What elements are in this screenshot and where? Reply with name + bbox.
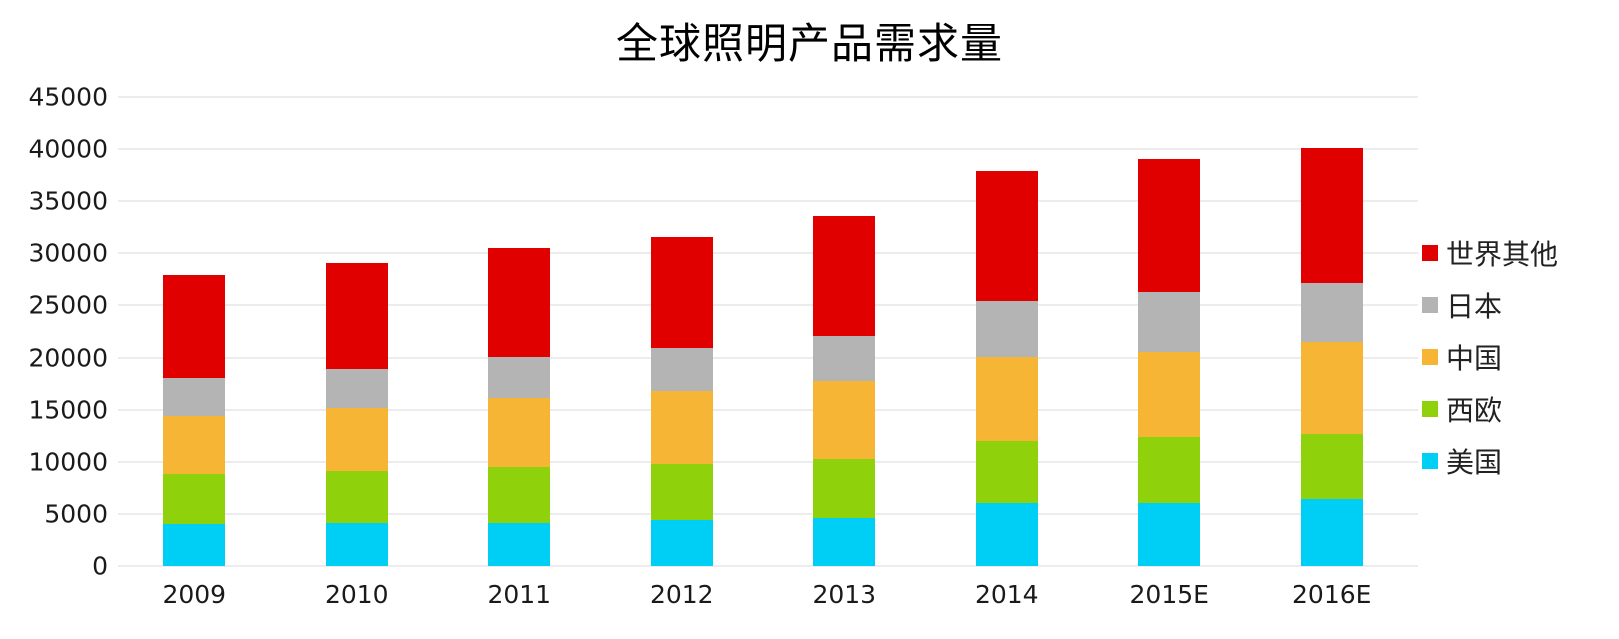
legend-label: 世界其他 [1446,238,1559,271]
bar-segment [163,378,226,416]
legend-label: 美国 [1446,446,1503,479]
bar-segment [813,458,876,519]
x-tick-label: 2016E [1292,580,1372,609]
x-tick-label: 2014 [974,580,1039,609]
legend-item: 中国 [1422,331,1558,383]
gridline [118,200,1418,203]
bar-segment [975,171,1038,302]
bar-segment [488,398,551,468]
bar-segment [1138,291,1201,353]
gridline [118,304,1418,307]
gridline [118,252,1418,255]
gridline [118,408,1418,411]
bar-2010 [325,262,388,566]
legend-swatch-icon [1422,453,1438,469]
x-tick-label: 2015E [1129,580,1209,609]
y-tick-label: 40000 [28,134,108,164]
y-tick-label: 0 [92,551,108,581]
gridline [118,356,1418,359]
bar-segment [650,236,713,349]
y-tick-label: 25000 [28,290,108,320]
bar-segment [650,390,713,464]
bar-segment [1300,148,1363,283]
bar-segment [163,524,226,566]
bar-2013 [813,215,876,566]
y-tick-label: 10000 [28,447,108,477]
bar-segment [488,356,551,399]
bar-segment [813,335,876,381]
legend-swatch-icon [1422,297,1438,313]
bar-segment [813,380,876,459]
bar-segment [1300,282,1363,342]
bar-segment [1138,503,1201,566]
bar-segment [1138,352,1201,437]
bar-segment [325,369,388,408]
bar-segment [488,523,551,566]
bar-segment [1300,433,1363,500]
bar-segment [1138,158,1201,292]
gridline [118,96,1418,98]
bar-segment [975,440,1038,504]
y-tick-label: 5000 [44,499,108,529]
bar-segment [325,262,388,370]
bar-segment [163,415,226,475]
x-tick-label: 2011 [487,580,552,609]
legend: 世界其他日本中国西欧美国 [1422,227,1558,487]
bar-segment [163,474,226,525]
bar-2014 [975,171,1038,566]
bar-segment [1300,341,1363,434]
x-tick-label: 2009 [162,580,227,609]
gridline [118,512,1418,515]
y-tick-label: 45000 [28,82,108,112]
bar-segment [975,503,1038,566]
gridline [118,148,1418,151]
legend-swatch-icon [1422,349,1438,365]
bar-segment [650,520,713,566]
x-tick-label: 2013 [812,580,877,609]
x-tick-label: 2010 [324,580,389,609]
plot-area [118,96,1418,567]
legend-label: 中国 [1446,342,1503,375]
bar-2009 [163,275,226,566]
bar-segment [1138,436,1201,504]
chart-title: 全球照明产品需求量 [615,19,1003,68]
legend-label: 西欧 [1446,394,1503,427]
bar-segment [488,467,551,524]
y-tick-label: 20000 [28,343,108,373]
legend-item: 西欧 [1422,383,1558,435]
legend-swatch-icon [1422,401,1438,417]
legend-swatch-icon [1422,245,1438,261]
legend-item: 日本 [1422,279,1558,331]
legend-item: 世界其他 [1422,227,1558,279]
bar-2016E [1300,148,1363,566]
bar-segment [163,275,226,379]
y-tick-label: 15000 [28,395,108,425]
bar-segment [975,301,1038,357]
x-tick-label: 2012 [649,580,714,609]
bar-segment [813,215,876,336]
legend-label: 日本 [1446,290,1503,323]
legend-item: 美国 [1422,435,1558,487]
bar-2011 [488,248,551,566]
y-tick-label: 30000 [28,238,108,268]
bar-segment [325,407,388,472]
bar-segment [650,463,713,521]
gridline [118,460,1418,463]
bar-2015E [1138,158,1201,566]
y-tick-label: 35000 [28,186,108,216]
bar-segment [488,248,551,357]
gridline [118,565,1418,567]
bar-segment [650,348,713,391]
bar-segment [975,356,1038,441]
bar-segment [813,518,876,566]
bar-segment [325,523,388,566]
bar-2012 [650,236,713,566]
bar-segment [1300,499,1363,566]
bar-segment [325,471,388,524]
